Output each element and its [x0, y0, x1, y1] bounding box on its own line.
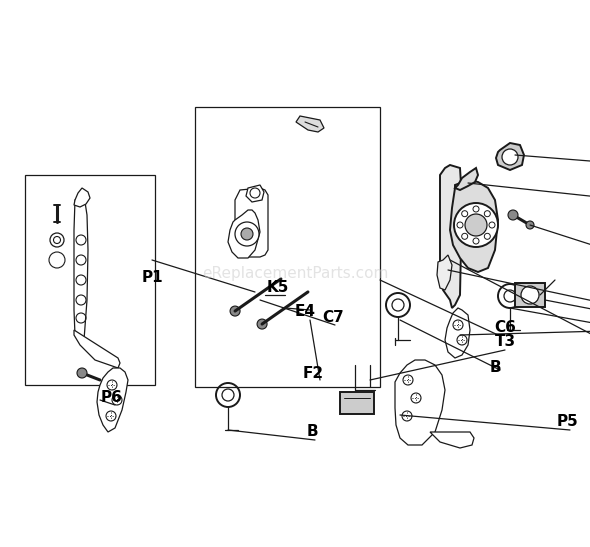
Text: K5: K5 — [267, 281, 289, 295]
Bar — [195, 107, 380, 387]
Polygon shape — [228, 210, 260, 258]
Text: C7: C7 — [322, 310, 344, 324]
Circle shape — [454, 203, 498, 247]
Circle shape — [230, 306, 240, 316]
Circle shape — [526, 221, 534, 229]
Text: C6: C6 — [494, 321, 516, 335]
Polygon shape — [97, 368, 128, 432]
Circle shape — [235, 222, 259, 246]
Circle shape — [107, 380, 117, 390]
Circle shape — [250, 188, 260, 198]
Polygon shape — [74, 198, 88, 342]
Polygon shape — [235, 188, 268, 257]
Circle shape — [241, 228, 253, 240]
Text: P1: P1 — [141, 271, 163, 286]
Circle shape — [54, 236, 61, 243]
Circle shape — [489, 222, 495, 228]
Polygon shape — [395, 360, 445, 445]
Circle shape — [521, 286, 539, 304]
Circle shape — [77, 368, 87, 378]
Circle shape — [473, 206, 479, 212]
Circle shape — [484, 211, 490, 217]
Circle shape — [502, 149, 518, 165]
Circle shape — [465, 214, 487, 236]
Text: P6: P6 — [101, 391, 123, 405]
Text: F2: F2 — [303, 365, 323, 381]
Polygon shape — [246, 185, 264, 202]
Bar — [25, 175, 155, 385]
Circle shape — [462, 234, 468, 240]
Circle shape — [106, 411, 116, 421]
Polygon shape — [496, 143, 524, 170]
Polygon shape — [437, 255, 452, 290]
Circle shape — [402, 411, 412, 421]
Polygon shape — [440, 165, 462, 308]
Text: B: B — [489, 360, 501, 375]
Polygon shape — [430, 432, 474, 448]
Circle shape — [411, 393, 421, 403]
Circle shape — [112, 395, 122, 405]
Polygon shape — [296, 116, 324, 132]
Circle shape — [484, 234, 490, 240]
Bar — [515, 283, 545, 307]
Bar — [340, 392, 374, 414]
Circle shape — [508, 210, 518, 220]
Polygon shape — [74, 188, 90, 207]
Text: B: B — [306, 424, 318, 439]
Circle shape — [473, 238, 479, 244]
Text: T3: T3 — [494, 335, 516, 350]
Circle shape — [453, 320, 463, 330]
Text: eReplacementParts.com: eReplacementParts.com — [202, 266, 388, 281]
Polygon shape — [74, 330, 120, 368]
Polygon shape — [445, 308, 470, 358]
Polygon shape — [455, 168, 478, 190]
Text: P5: P5 — [557, 415, 579, 429]
Circle shape — [457, 222, 463, 228]
Circle shape — [457, 335, 467, 345]
Circle shape — [257, 319, 267, 329]
Polygon shape — [450, 180, 498, 272]
Circle shape — [462, 211, 468, 217]
Text: E4: E4 — [294, 305, 316, 319]
Circle shape — [403, 375, 413, 385]
